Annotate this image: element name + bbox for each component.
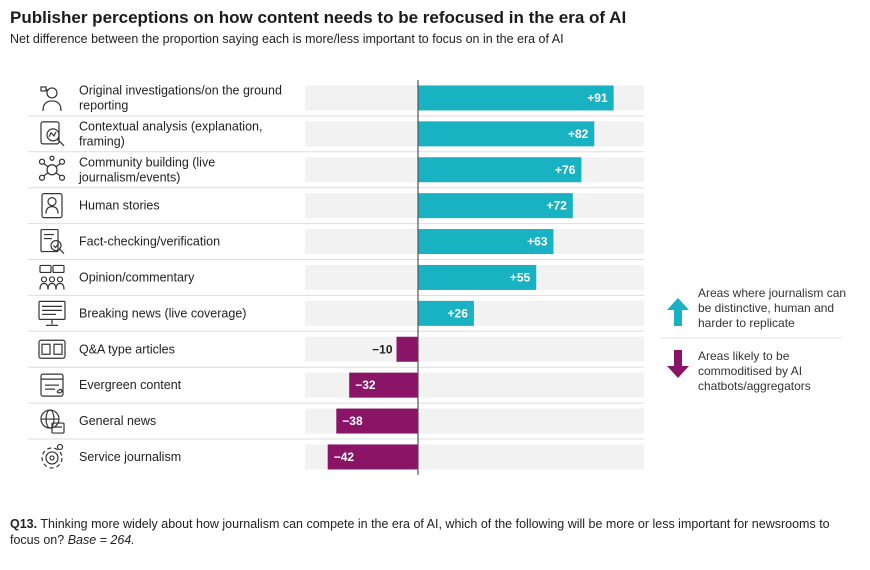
human-story-icon (41, 193, 63, 219)
bar-row: −42 Service journalism (41, 443, 644, 470)
footnote: Q13. Thinking more widely about how jour… (10, 516, 850, 548)
breaking-news-icon (38, 300, 66, 326)
opinion-group-icon (39, 264, 65, 290)
category-label: Breaking news (live coverage) (79, 306, 246, 320)
category-label: Service journalism (79, 450, 181, 464)
footnote-question-number: Q13. (10, 517, 38, 531)
bar (418, 121, 595, 147)
category-label: Fact-checking/verification (79, 235, 220, 249)
data-label: +82 (568, 127, 589, 141)
category-label: General news (79, 414, 156, 428)
category-label: Contextual analysis (explanation, (79, 119, 262, 133)
data-label: −10 (372, 342, 393, 356)
data-label: +55 (510, 270, 531, 284)
data-label: +72 (546, 199, 567, 213)
service-gear-icon (41, 443, 64, 469)
bar-track (305, 336, 644, 362)
bar (418, 264, 537, 290)
data-label: +76 (555, 163, 576, 177)
chart-subtitle: Net difference between the proportion sa… (10, 32, 564, 46)
chart-title: Publisher perceptions on how content nee… (10, 8, 627, 27)
bar (418, 193, 573, 219)
data-label: −42 (334, 450, 355, 464)
legend-up-label: Areas where journalism can be distinctiv… (698, 286, 847, 330)
bar-row: +82 Contextual analysis (explanation,fram… (40, 119, 644, 148)
arrow-up-icon (667, 298, 689, 326)
bar (418, 85, 614, 111)
category-label: framing) (79, 134, 125, 148)
bar (396, 336, 418, 362)
bar-row: +55 Opinion/commentary (39, 264, 644, 290)
footnote-base: Base = 264. (67, 533, 135, 547)
bar-track (305, 300, 644, 326)
bar (327, 444, 418, 470)
evergreen-document-icon (40, 373, 64, 397)
category-label: reporting (79, 98, 128, 112)
category-label: journalism/events) (78, 170, 180, 184)
qa-icon (38, 339, 66, 359)
data-label: +63 (527, 235, 548, 249)
bar-row: +91 Original investigations/on the ground… (40, 83, 644, 112)
bar-row: +72 Human stories (41, 193, 644, 219)
arrow-down-icon (667, 350, 689, 378)
bar-row: +63 Fact-checking/verification (40, 228, 644, 255)
bar (418, 157, 582, 183)
bar (418, 229, 554, 255)
bar-row: −38 General news (40, 408, 644, 434)
category-label: Q&A type articles (79, 342, 175, 356)
category-label: Community building (live (79, 155, 215, 169)
bar (349, 372, 418, 398)
bar (418, 300, 474, 326)
general-news-globe-icon (40, 409, 65, 434)
category-label: Evergreen content (79, 378, 182, 392)
bar (336, 408, 418, 434)
analysis-magnifier-icon (40, 121, 65, 147)
data-label: −32 (355, 378, 376, 392)
bar-row: −32 Evergreen content (40, 372, 644, 398)
bar-row: +76 Community building (livejournalism/ev… (38, 155, 644, 184)
data-label: +91 (587, 91, 608, 105)
data-label: −38 (342, 414, 363, 428)
bar-row: −10 Q&A type articles (38, 336, 644, 362)
category-label: Human stories (79, 199, 160, 213)
reporter-icon (40, 86, 62, 111)
fact-check-icon (40, 228, 65, 254)
data-label: +26 (448, 306, 469, 320)
community-network-icon (38, 155, 66, 181)
bar-chart: +91 Original investigations/on the ground… (28, 80, 842, 475)
category-label: Original investigations/on the ground (79, 83, 282, 97)
legend-down-label: Areas likely to be commoditised by AI ch… (698, 349, 811, 393)
category-label: Opinion/commentary (79, 270, 195, 284)
footnote-question-text: Thinking more widely about how journalis… (10, 517, 830, 547)
bar-row: +26 Breaking news (live coverage) (38, 300, 644, 326)
